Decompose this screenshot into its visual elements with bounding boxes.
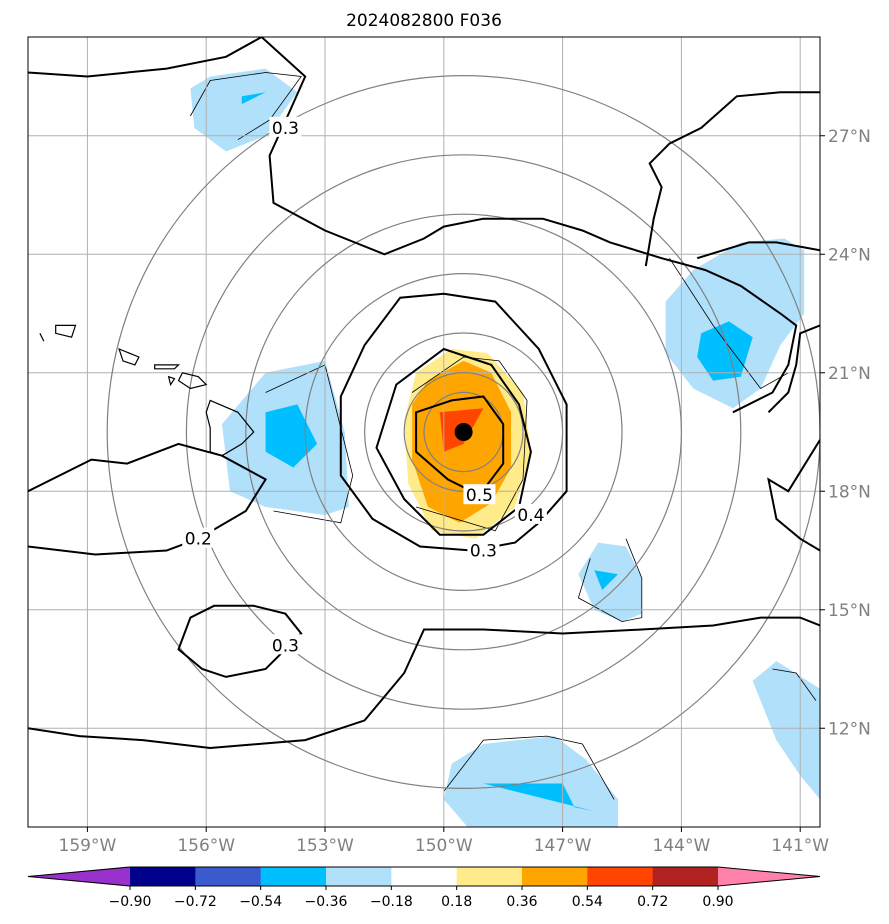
x-tick-label-0: 159°W (59, 836, 117, 856)
range-ring-5 (185, 154, 742, 710)
x-tick-label-4: 147°W (534, 836, 592, 856)
coastline-lanai (167, 375, 176, 387)
contour-line-4 (177, 604, 303, 678)
contour-line-8 (644, 91, 820, 267)
filled-region-8 (697, 321, 753, 381)
colorbar-bin-0 (130, 867, 196, 886)
contour-label-bg-4 (269, 634, 302, 655)
colorbar-extend-high (718, 867, 820, 886)
colorbar-tick-label-4: −0.18 (370, 894, 413, 910)
contour-label-1: 0.4 (517, 506, 544, 526)
x-tick-label-5: 144°W (653, 836, 711, 856)
thin-outline-2 (411, 356, 528, 532)
colorbar-tick-label-8: 0.72 (637, 894, 668, 910)
x-tick-label-1: 156°W (177, 836, 235, 856)
thin-outline-5 (772, 668, 817, 701)
filled-region-5 (190, 68, 298, 152)
colorbar-tick-label-5: 0.18 (441, 894, 472, 910)
range-ring-6 (106, 75, 820, 789)
contour-label-0: 0.5 (466, 486, 493, 506)
map-layer: 0.5 0.4 0.3 0.2 0.3 0.3 (28, 37, 820, 827)
range-ring-4 (245, 213, 683, 651)
coastline-oahu (118, 347, 140, 366)
contour-line-7 (767, 324, 820, 414)
coastline-kauai (55, 324, 77, 338)
colorbar-tick-label-6: 0.36 (506, 894, 537, 910)
x-axis: 159°W 156°W 153°W 150°W 147°W 144°W 141°W (59, 827, 829, 856)
contour-label-2: 0.3 (470, 542, 497, 562)
colorbar-tick-label-3: −0.36 (305, 894, 348, 910)
filled-region-7 (665, 238, 805, 409)
contour-label-5: 0.3 (272, 119, 299, 139)
filled-region-6 (241, 92, 266, 105)
storm-center-layer (454, 423, 473, 441)
contour-layer (28, 37, 820, 750)
colorbar: −0.90 −0.72 −0.54 −0.36 −0.18 0.18 0.36 0.54 0.7… (27, 866, 821, 910)
y-tick-label-4: 24°N (828, 245, 871, 265)
chart-title: 2024082800 F036 (346, 11, 502, 31)
contour-label-layer: 0.5 0.4 0.3 0.2 0.3 0.3 (182, 116, 547, 656)
colorbar-tick-label-2: −0.54 (239, 894, 282, 910)
colorbar-bin-6 (522, 867, 588, 886)
y-tick-label-1: 15°N (828, 601, 871, 621)
contour-label-bg-1 (514, 503, 547, 524)
thin-outline-4 (443, 735, 615, 800)
contour-line-3 (28, 442, 268, 556)
coastline-maui (177, 372, 208, 390)
thin-outline-1 (265, 364, 354, 524)
colorbar-tick-label-0: −0.90 (109, 894, 152, 910)
storm-center-marker (454, 423, 473, 441)
thin-outline-0 (190, 72, 302, 141)
y-tick-label-0: 12°N (828, 719, 871, 739)
contour-line-10 (28, 616, 820, 750)
grid-layer (28, 37, 820, 827)
colorbar-bin-5 (456, 867, 523, 886)
x-tick-label-3: 150°W (415, 836, 473, 856)
range-ring-2 (364, 332, 564, 532)
contour-label-3: 0.2 (185, 530, 212, 550)
contour-line-9 (767, 439, 820, 552)
contour-label-bg-5 (269, 116, 302, 137)
contour-line-6 (696, 241, 820, 260)
colorbar-extend-low (28, 867, 130, 886)
coastline-molokai (154, 364, 180, 370)
colorbar-bin-8 (652, 867, 719, 886)
y-tick-label-2: 18°N (828, 482, 871, 502)
x-tick-label-2: 153°W (296, 836, 354, 856)
colorbar-bin-1 (195, 867, 262, 886)
colorbar-tick-label-9: 0.90 (702, 894, 733, 910)
filled-region-13 (752, 661, 820, 800)
filled-region-10 (594, 570, 618, 590)
colorbar-bin-7 (587, 867, 654, 886)
colorbar-bin-2 (260, 867, 327, 886)
y-tick-label-5: 27°N (828, 127, 871, 147)
contour-label-bg-2 (467, 539, 500, 560)
thin-outlines-layer (190, 72, 817, 800)
coastline-niihau (39, 333, 45, 342)
filled-region-12 (483, 783, 595, 812)
colorbar-tick-label-1: −0.72 (174, 894, 217, 910)
colorbar-bin-4 (391, 867, 458, 886)
range-rings-layer (106, 75, 820, 789)
contour-label-4: 0.3 (272, 636, 299, 656)
filled-region-4 (265, 404, 318, 468)
y-tick-label-3: 21°N (828, 364, 871, 384)
colorbar-tick-label-7: 0.54 (572, 894, 603, 910)
thin-outline-3 (577, 538, 643, 623)
contour-line-1 (375, 347, 532, 536)
contour-label-bg-3 (182, 527, 215, 548)
colorbar-bin-3 (326, 867, 392, 886)
x-tick-label-6: 141°W (771, 836, 829, 856)
contour-label-bg-0 (463, 484, 496, 505)
range-ring-3 (304, 273, 623, 591)
contour-line-5 (28, 37, 798, 414)
thin-outline-6 (669, 257, 789, 390)
y-axis: 12°N 15°N 18°N 21°N 24°N 27°N (820, 127, 871, 739)
map-frame (27, 36, 821, 828)
